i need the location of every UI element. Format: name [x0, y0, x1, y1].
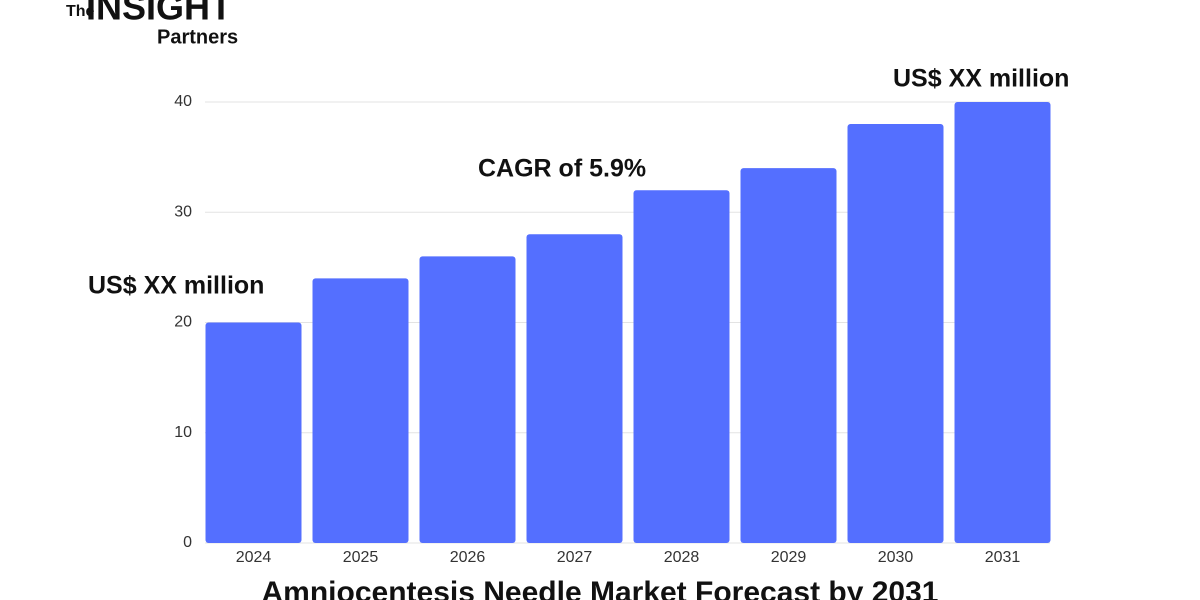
annotation: US$ XX million [893, 65, 1069, 93]
bar [419, 256, 516, 543]
logo-main: INSIGHT [86, 0, 232, 28]
y-tick-label: 10 [174, 424, 192, 441]
x-tick-label: 2026 [450, 549, 486, 566]
bar [526, 234, 623, 544]
bar [633, 190, 730, 543]
annotation: CAGR of 5.9% [478, 155, 646, 183]
logo-top: The [66, 3, 95, 20]
x-tick-label: 2025 [343, 549, 379, 566]
y-tick-label: 30 [174, 203, 192, 220]
logo-bottom: Partners [157, 26, 238, 48]
annotation: US$ XX million [88, 272, 264, 300]
x-tick-label: 2031 [985, 549, 1021, 566]
x-tick-label: 2024 [236, 549, 272, 566]
x-tick-label: 2030 [878, 549, 914, 566]
y-tick-label: 0 [183, 534, 192, 551]
x-tick-label: 2027 [557, 549, 593, 566]
x-tick-label: 2029 [771, 549, 807, 566]
y-tick-label: 40 [174, 93, 192, 110]
bar [740, 168, 837, 543]
bar [847, 124, 944, 544]
y-tick-label: 20 [174, 314, 192, 331]
x-tick-label: 2028 [664, 549, 700, 566]
chart-title: Amniocentesis Needle Market Forecast by … [262, 576, 939, 600]
bar [312, 278, 409, 543]
bar [205, 322, 302, 543]
bar [954, 102, 1051, 543]
logo: The INSIGHT Partners [66, 0, 238, 48]
